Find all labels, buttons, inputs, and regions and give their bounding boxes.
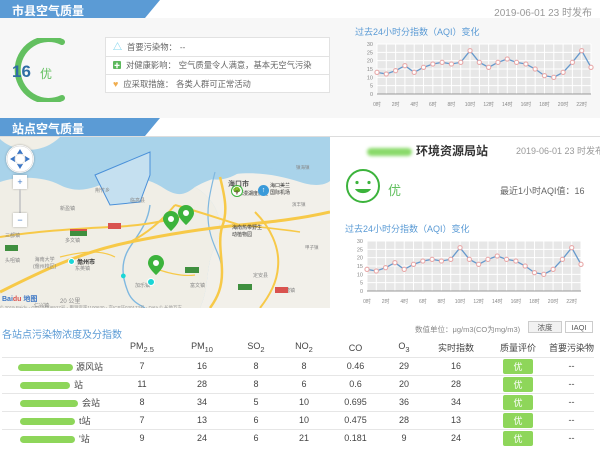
svg-text:5: 5: [370, 84, 373, 90]
svg-text:10时: 10时: [465, 101, 476, 108]
svg-text:0时: 0时: [373, 101, 381, 108]
svg-text:22时: 22时: [576, 101, 587, 108]
svg-text:2时: 2时: [392, 101, 400, 108]
svg-text:15: 15: [367, 67, 373, 73]
svg-text:2时: 2时: [382, 298, 390, 305]
svg-text:0: 0: [360, 289, 363, 295]
svg-text:14时: 14时: [502, 101, 513, 108]
svg-text:30: 30: [357, 239, 363, 245]
svg-text:20时: 20时: [558, 101, 569, 108]
svg-text:25: 25: [367, 50, 373, 56]
svg-text:20: 20: [357, 256, 363, 262]
svg-text:18时: 18时: [539, 101, 550, 108]
svg-text:4时: 4时: [400, 298, 408, 305]
svg-text:8时: 8时: [448, 101, 456, 108]
svg-text:12时: 12时: [473, 298, 484, 305]
svg-text:10: 10: [357, 272, 363, 278]
svg-text:0时: 0时: [363, 298, 371, 305]
svg-text:15: 15: [357, 264, 363, 270]
svg-text:25: 25: [357, 247, 363, 253]
svg-text:30: 30: [367, 42, 373, 48]
svg-text:6时: 6时: [429, 101, 437, 108]
svg-text:0: 0: [370, 92, 373, 98]
svg-text:6时: 6时: [419, 298, 427, 305]
svg-text:10: 10: [367, 75, 373, 81]
svg-text:4时: 4时: [410, 101, 418, 108]
svg-text:16时: 16时: [511, 298, 522, 305]
svg-text:5: 5: [360, 281, 363, 287]
svg-text:16时: 16时: [521, 101, 532, 108]
svg-text:20: 20: [367, 59, 373, 65]
svg-text:20时: 20时: [548, 298, 559, 305]
svg-text:10时: 10时: [455, 298, 466, 305]
svg-text:8时: 8时: [438, 298, 446, 305]
svg-text:14时: 14时: [492, 298, 503, 305]
svg-text:22时: 22时: [566, 298, 577, 305]
svg-text:12时: 12时: [483, 101, 494, 108]
svg-text:18时: 18时: [529, 298, 540, 305]
